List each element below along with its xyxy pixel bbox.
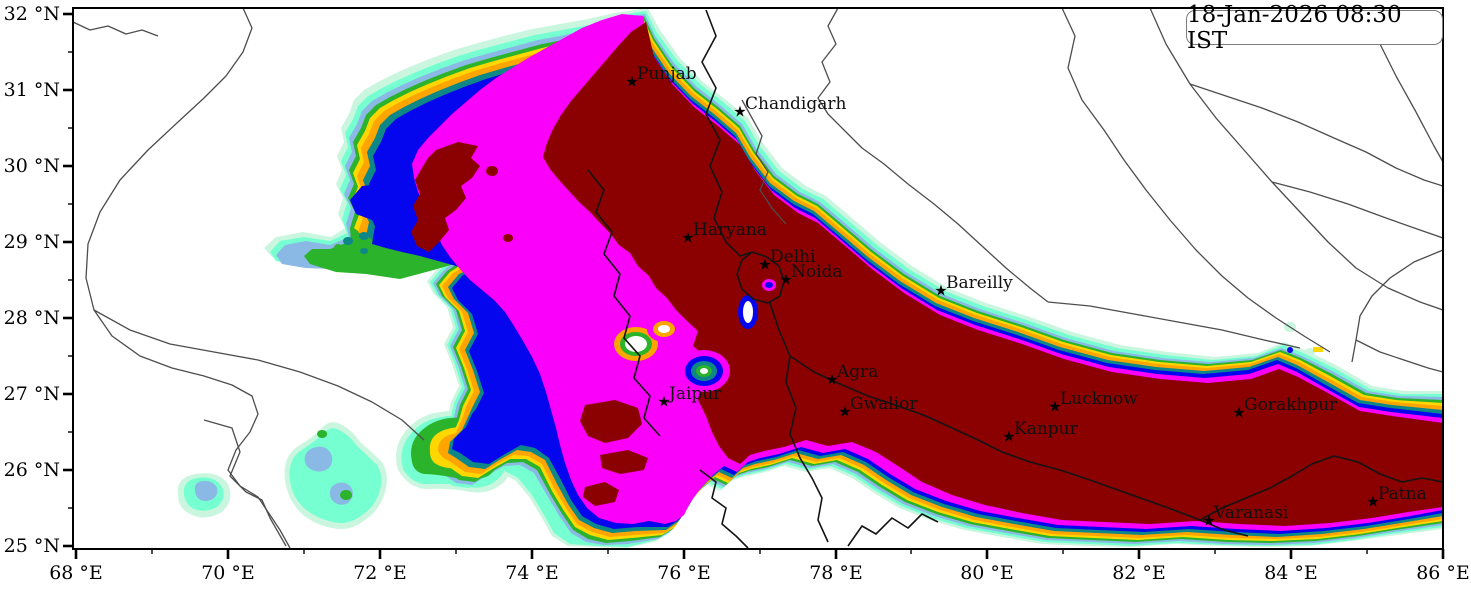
boundary-line-dark	[701, 9, 753, 257]
fog-level-8	[1287, 347, 1294, 353]
star-icon: ★	[1366, 492, 1380, 511]
city-label: Bareilly	[946, 273, 1013, 293]
fog-hole-ring	[658, 325, 670, 333]
star-icon: ★	[733, 102, 747, 121]
city-label: Delhi	[770, 247, 816, 267]
fog-level-1	[1305, 348, 1316, 356]
plot-frame	[72, 7, 1444, 550]
x-tick-label: 80 °E	[960, 562, 1014, 584]
city-label: Patna	[1378, 484, 1427, 504]
boundary-line-dark	[587, 169, 661, 437]
boundary-line-gray	[817, 8, 1049, 303]
city-label: Varanasi	[1214, 503, 1289, 523]
y-tick-label: 28 °N	[3, 307, 60, 329]
fog-hole-ring	[700, 368, 708, 374]
fog-level-4	[340, 490, 353, 500]
city-label: Noida	[791, 262, 843, 282]
city-label: Jaipur	[669, 384, 722, 404]
star-icon: ★	[779, 270, 793, 289]
fog-level-10	[503, 234, 514, 242]
city-label: Lucknow	[1060, 389, 1138, 409]
star-icon: ★	[825, 370, 839, 389]
boundary-line-gray	[741, 99, 787, 225]
fog-level-7	[359, 232, 370, 240]
fog-level-3	[194, 480, 218, 501]
fog-hole-ring	[743, 301, 753, 323]
boundary-line-dark	[736, 251, 785, 304]
x-tick-label: 78 °E	[809, 562, 863, 584]
x-tick-label: 86 °E	[1416, 562, 1470, 584]
fog-contours	[177, 8, 1443, 548]
fog-level-7	[343, 237, 354, 245]
x-tick-label: 84 °E	[1264, 562, 1318, 584]
fog-level-10	[600, 450, 648, 474]
x-tick-label: 74 °E	[505, 562, 559, 584]
y-tick-label: 27 °N	[3, 383, 60, 405]
star-icon: ★	[625, 72, 639, 91]
fog-level-4	[334, 244, 343, 252]
x-tick-label: 70 °E	[201, 562, 255, 584]
fog-hole-ring	[625, 336, 647, 352]
boundary-line-dark	[1001, 451, 1249, 537]
star-icon: ★	[1048, 397, 1062, 416]
fog-level-8	[350, 184, 400, 220]
star-icon: ★	[758, 255, 772, 274]
boundary-line-dark	[699, 469, 749, 549]
boundary-line-gray	[1271, 181, 1443, 239]
fog-level-10	[543, 22, 1443, 526]
timestamp-box: 18-Jan-2026 08:30 IST	[1186, 2, 1443, 54]
boundary-line-gray	[1061, 8, 1331, 353]
boundary-line-gray	[1149, 8, 1443, 311]
boundary-line-dark	[847, 513, 939, 547]
city-label: Kanpur	[1014, 419, 1078, 439]
fog-level-4	[317, 430, 328, 438]
boundary-line-dark	[1199, 455, 1443, 521]
fog-level-5	[1313, 347, 1323, 352]
y-tick-label: 29 °N	[3, 231, 60, 253]
x-tick-label: 68 °E	[49, 562, 103, 584]
fog-hole-ring	[765, 282, 773, 288]
fog-level-7	[360, 248, 369, 254]
star-icon: ★	[1002, 427, 1016, 446]
star-icon: ★	[681, 228, 695, 247]
city-label: Gorakhpur	[1244, 395, 1338, 415]
x-tick-label: 76 °E	[657, 562, 711, 584]
axis-ticks	[63, 12, 1445, 559]
boundary-line-gray	[85, 8, 291, 549]
boundary-line-gray	[1047, 301, 1301, 349]
boundary-line-dark	[769, 302, 829, 543]
admin-boundaries	[73, 8, 1443, 549]
city-label: Punjab	[637, 64, 697, 84]
city-label: Agra	[837, 362, 879, 382]
fog-level-10	[486, 166, 499, 176]
x-tick-label: 72 °E	[353, 562, 407, 584]
star-icon: ★	[934, 281, 948, 300]
y-tick-label: 26 °N	[3, 459, 60, 481]
y-tick-label: 32 °N	[3, 3, 60, 25]
fog-level-10	[411, 142, 480, 252]
boundary-line-gray	[73, 21, 159, 37]
star-icon: ★	[1232, 403, 1246, 422]
y-tick-label: 30 °N	[3, 155, 60, 177]
star-icon: ★	[657, 392, 671, 411]
y-tick-label: 31 °N	[3, 79, 60, 101]
boundary-line-gray	[93, 309, 425, 441]
boundary-line-gray	[203, 419, 287, 547]
boundary-line-dark	[789, 355, 1003, 453]
star-icon: ★	[1202, 511, 1216, 530]
city-label: Gwalior	[850, 394, 918, 414]
boundary-line-gray	[1355, 339, 1443, 373]
fog-level-10	[583, 482, 619, 506]
y-tick-label: 25 °N	[3, 535, 60, 557]
fog-level-3	[304, 446, 333, 472]
city-label: Chandigarh	[745, 94, 847, 114]
x-tick-label: 82 °E	[1112, 562, 1166, 584]
timestamp-text: 18-Jan-2026 08:30 IST	[1187, 1, 1402, 54]
boundary-line-gray	[1189, 83, 1443, 187]
star-icon: ★	[838, 402, 852, 421]
fog-level-10	[580, 400, 642, 443]
city-label: Haryana	[693, 220, 767, 240]
